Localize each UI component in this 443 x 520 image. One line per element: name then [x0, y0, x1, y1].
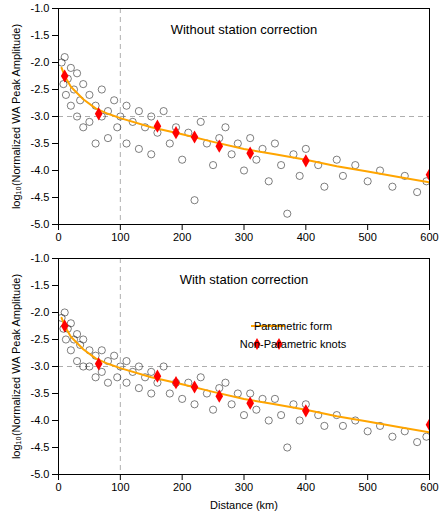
svg-text:-3.5: -3.5: [31, 137, 50, 149]
svg-text:-1.0: -1.0: [31, 252, 50, 264]
svg-text:200: 200: [173, 231, 191, 243]
svg-text:600: 600: [420, 481, 438, 493]
svg-text:400: 400: [297, 231, 315, 243]
svg-text:Distance (km): Distance (km): [210, 499, 278, 511]
svg-text:0: 0: [55, 231, 61, 243]
svg-text:Without station correction: Without station correction: [171, 22, 318, 37]
svg-text:500: 500: [358, 231, 376, 243]
svg-text:Non-Parametric knots: Non-Parametric knots: [240, 338, 347, 350]
svg-text:Parametric form: Parametric form: [254, 320, 332, 332]
svg-text:-1.0: -1.0: [31, 2, 50, 14]
svg-text:400: 400: [297, 481, 315, 493]
svg-text:600: 600: [420, 231, 438, 243]
svg-text:-3.0: -3.0: [31, 360, 50, 372]
svg-text:With station correction: With station correction: [180, 272, 309, 287]
svg-text:300: 300: [235, 231, 253, 243]
svg-text:-4.5: -4.5: [31, 191, 50, 203]
svg-text:-5.0: -5.0: [31, 218, 50, 230]
svg-text:-5.0: -5.0: [31, 468, 50, 480]
svg-text:-1.5: -1.5: [31, 279, 50, 291]
svg-text:-2.0: -2.0: [31, 56, 50, 68]
svg-text:-2.5: -2.5: [31, 333, 50, 345]
svg-text:-1.5: -1.5: [31, 29, 50, 41]
svg-text:log₁₀(Normalized WA Peak Ampli: log₁₀(Normalized WA Peak Amplitude): [10, 274, 22, 459]
svg-text:log₁₀(Normalized WA Peak Ampli: log₁₀(Normalized WA Peak Amplitude): [10, 24, 22, 209]
svg-text:100: 100: [111, 231, 129, 243]
svg-text:-4.0: -4.0: [31, 414, 50, 426]
svg-text:-4.0: -4.0: [31, 164, 50, 176]
svg-text:-2.5: -2.5: [31, 83, 50, 95]
svg-text:100: 100: [111, 481, 129, 493]
svg-text:0: 0: [55, 481, 61, 493]
svg-text:-3.5: -3.5: [31, 387, 50, 399]
svg-text:-4.5: -4.5: [31, 441, 50, 453]
svg-text:300: 300: [235, 481, 253, 493]
svg-text:500: 500: [358, 481, 376, 493]
svg-text:200: 200: [173, 481, 191, 493]
svg-text:-3.0: -3.0: [31, 110, 50, 122]
svg-text:-2.0: -2.0: [31, 306, 50, 318]
